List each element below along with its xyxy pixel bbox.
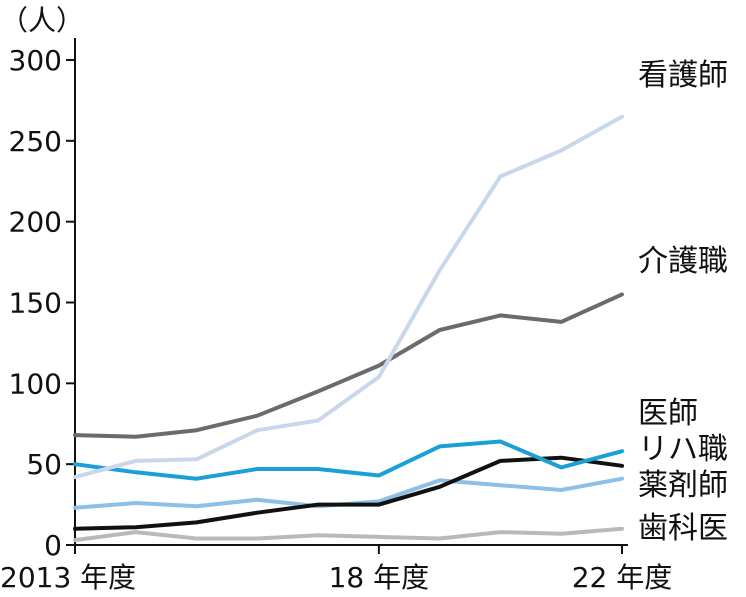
- y-tick-label: 150: [9, 287, 62, 320]
- series-label-リハ職: リハ職: [638, 432, 728, 467]
- series-line-歯科医: [73, 526, 624, 543]
- series-label-医師: 医師: [638, 396, 698, 431]
- series-line-リハ職: [73, 455, 624, 531]
- series-line-医師: [73, 439, 624, 481]
- series-label-歯科医: 歯科医: [638, 511, 728, 546]
- y-tick-label: 300: [9, 44, 62, 77]
- series-lines: [73, 114, 624, 543]
- axes: 0 50 100 150 200 250 300 2013 年度 18 年度 22 年度: [0, 38, 672, 594]
- series-line-看護師: [73, 114, 624, 480]
- y-tick-label: 0: [44, 529, 62, 562]
- y-tick-label: 200: [9, 206, 62, 239]
- series-label-介護職: 介護職: [638, 244, 728, 279]
- series-label-看護師: 看護師: [638, 58, 728, 93]
- y-tick-label: 50: [26, 448, 62, 481]
- series-label-薬剤師: 薬剤師: [638, 468, 728, 503]
- y-tick-label: 250: [9, 125, 62, 158]
- x-tick-label: 22 年度: [572, 561, 673, 594]
- y-tick-label: 100: [9, 367, 62, 400]
- x-tick-label: 18 年度: [329, 561, 430, 594]
- x-tick-label: 2013 年度: [0, 561, 136, 594]
- series-line-介護職: [73, 292, 624, 439]
- y-axis-unit-label: （人）: [0, 4, 84, 37]
